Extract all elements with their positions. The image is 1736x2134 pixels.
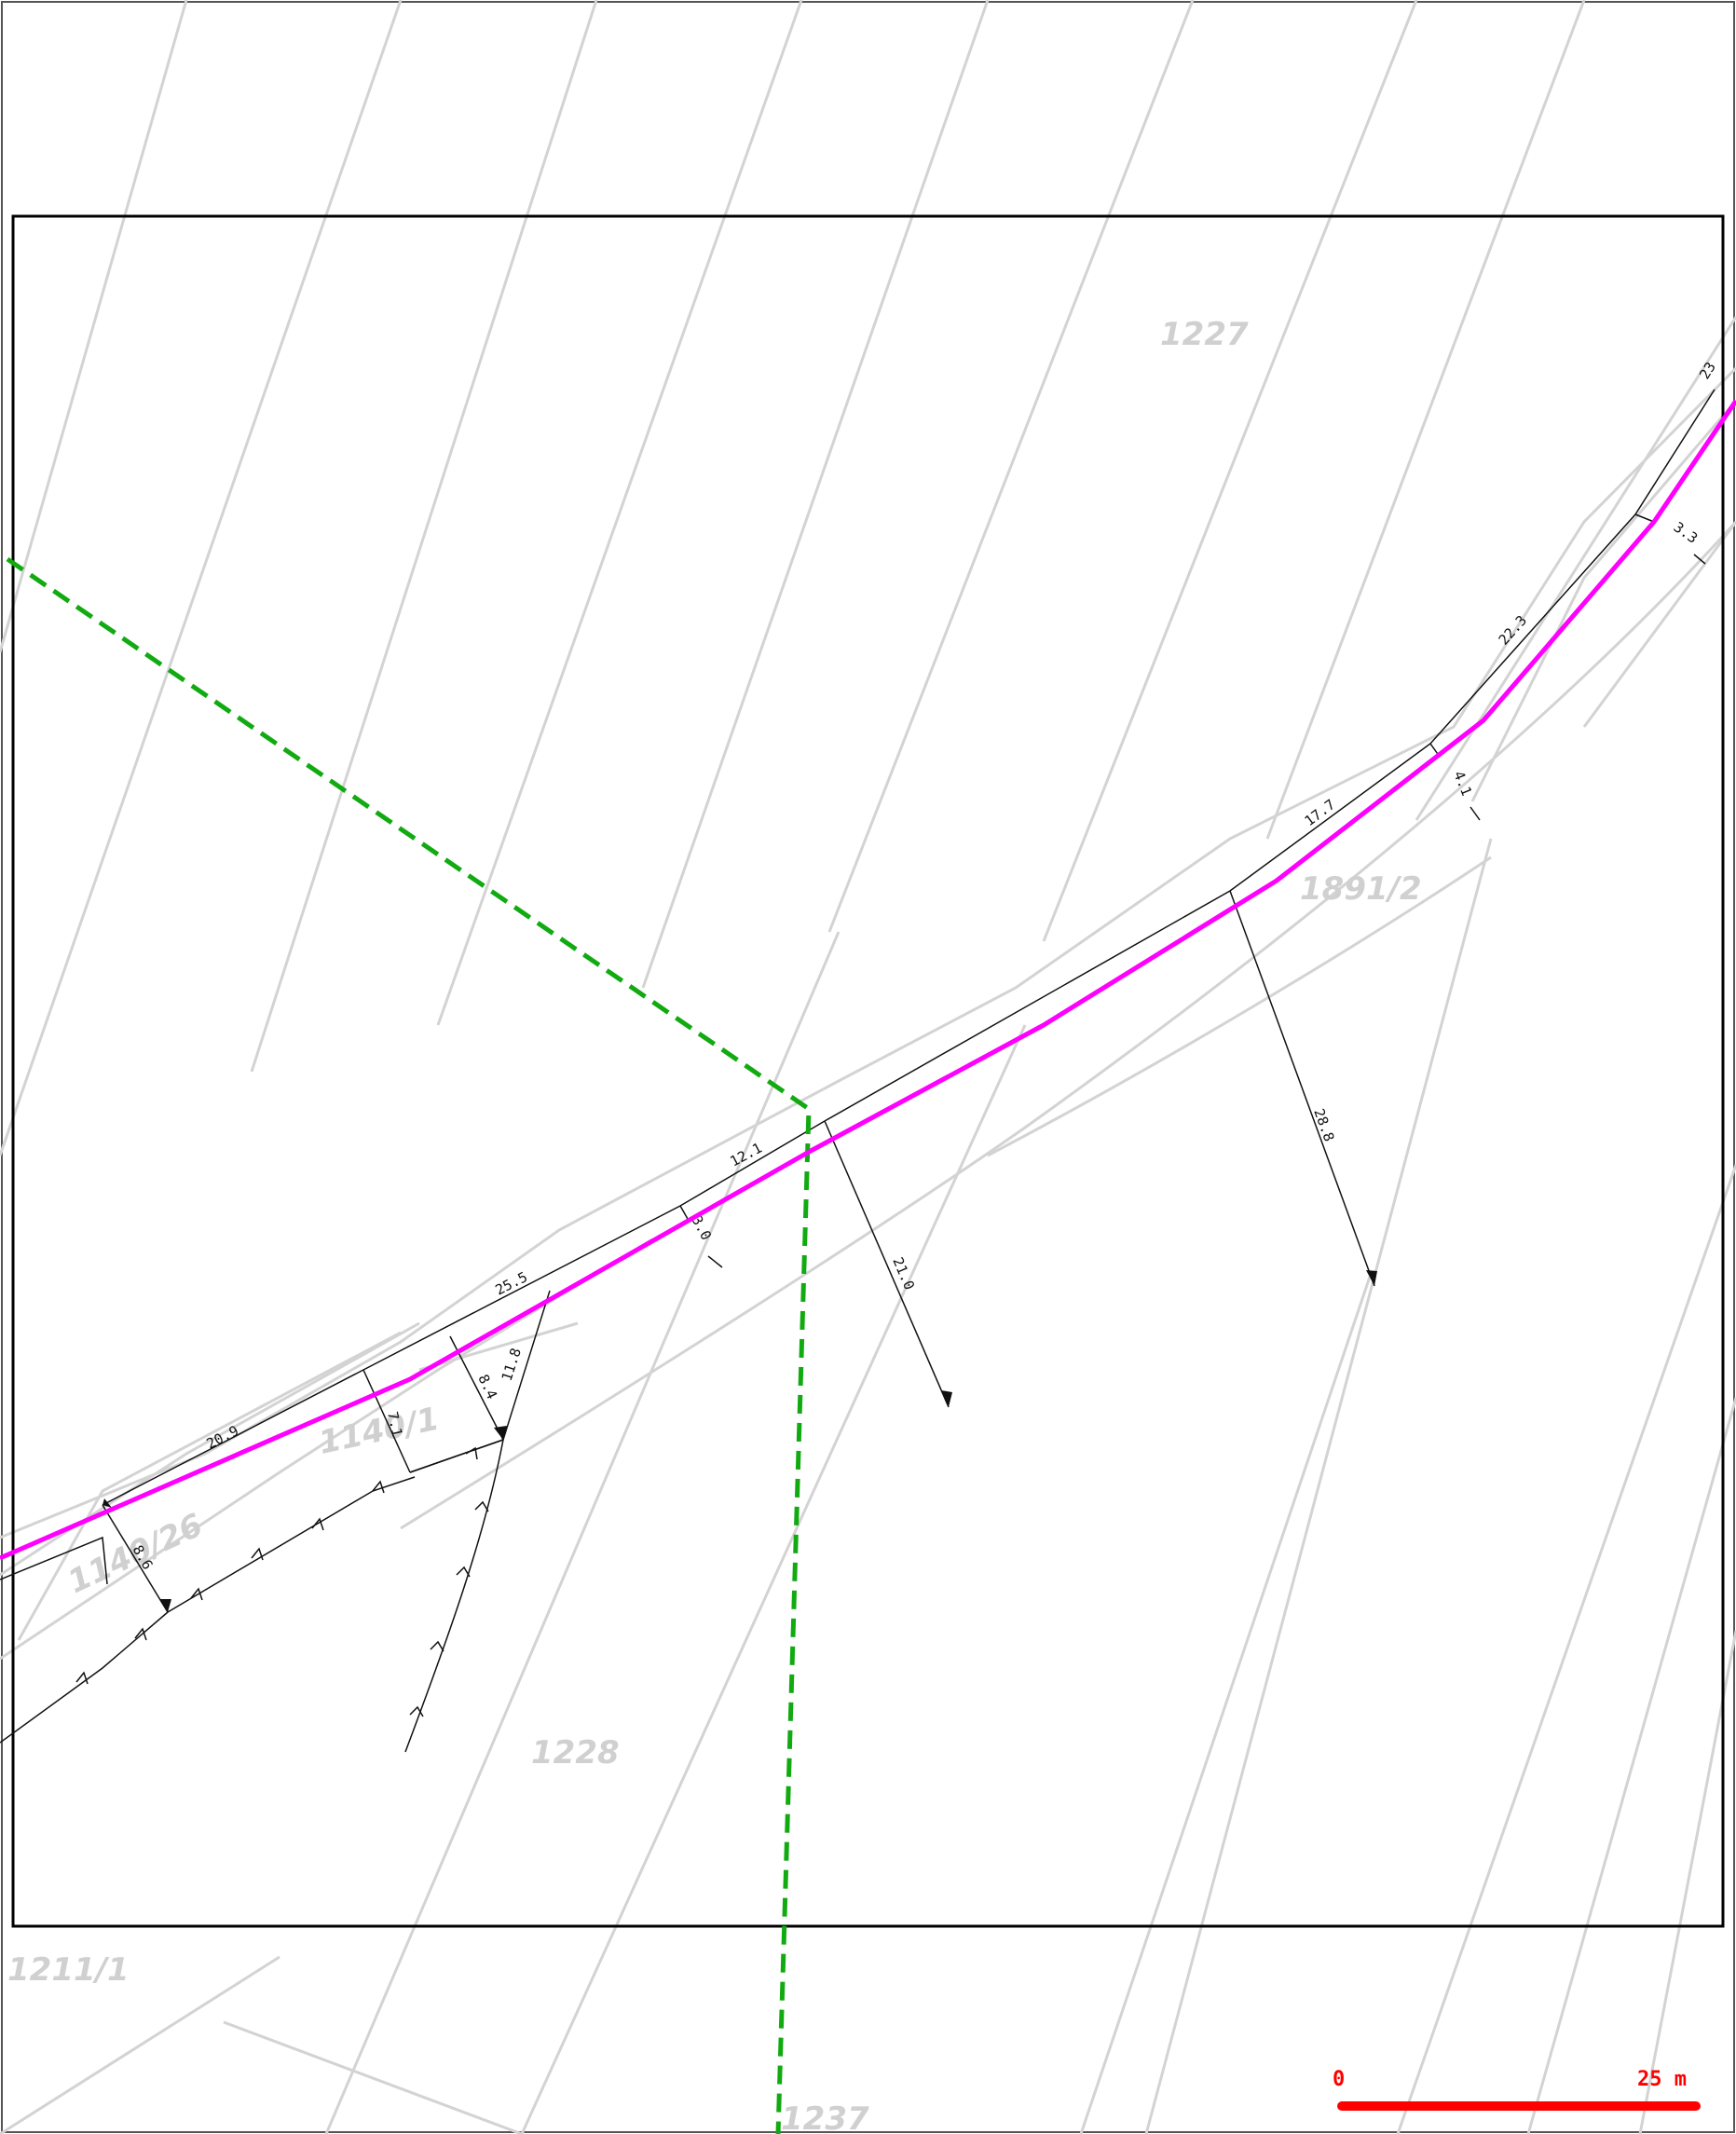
dimension-22-3: 22.3 xyxy=(1496,612,1531,649)
parcel-label-1237: 1237 xyxy=(781,2100,869,2134)
dimension-3-3: 3.3 xyxy=(1671,519,1702,547)
map-frame xyxy=(11,214,1725,1928)
flow-arrows xyxy=(75,1446,489,1717)
dimension-11-8: 11.8 xyxy=(499,1346,525,1383)
scale-bar: 0 25 m xyxy=(1333,2068,1701,2111)
dimension-12-1: 12.1 xyxy=(727,1140,764,1170)
dimension-23: 23 xyxy=(1696,359,1719,382)
parcel-label-1891-2: 1891/2 xyxy=(1300,870,1422,908)
parcel-label-1211-1: 1211/1 xyxy=(7,1951,130,1989)
parcel-label-1227: 1227 xyxy=(1160,316,1249,353)
dimension-8-4: 8.4 xyxy=(474,1372,500,1402)
dimension-21-0: 21.0 xyxy=(889,1255,918,1293)
route-line xyxy=(0,399,1736,1561)
dimension-28-8: 28.8 xyxy=(1310,1106,1337,1143)
parcel-label-1228: 1228 xyxy=(531,1734,620,1771)
dimension-arrowheads xyxy=(103,1270,1377,1612)
boundary-line-dashed xyxy=(6,556,812,2134)
scale-bar-end-label: 25 m xyxy=(1637,2068,1687,2091)
scale-bar-start-label: 0 xyxy=(1333,2068,1345,2091)
dimension-7-1: 7.1 xyxy=(384,1410,405,1438)
